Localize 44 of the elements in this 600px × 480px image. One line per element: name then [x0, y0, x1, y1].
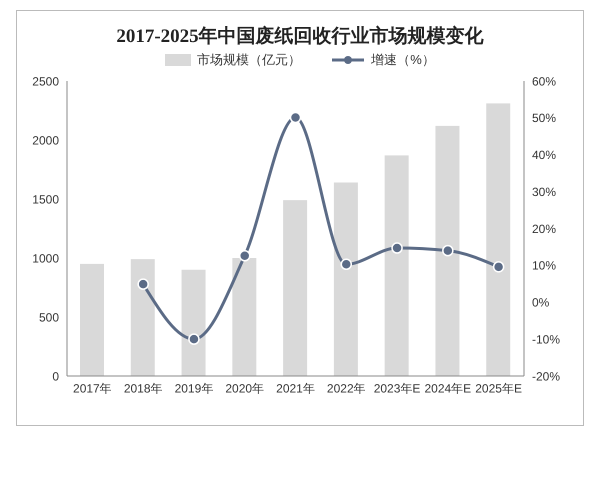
y2-tick-label: 20%	[532, 222, 556, 236]
x-tick-label: 2023年E	[374, 382, 420, 396]
bar	[384, 155, 409, 376]
bar	[232, 258, 256, 376]
x-tick-label: 2017年	[73, 382, 112, 396]
y-tick-label: 2000	[32, 133, 60, 148]
y2-tick-label: 50%	[532, 111, 556, 126]
y-tick-label: 2500	[32, 74, 60, 88]
y2-tick-label: 60%	[532, 74, 556, 88]
x-tick-label: 2022年	[326, 382, 366, 396]
point	[391, 242, 403, 254]
y-tick-label: 1500	[32, 192, 60, 206]
y-tick-label: 1000	[32, 251, 60, 266]
x-tick-label: 2019年	[174, 382, 214, 396]
y2-tick-label: 10%	[532, 258, 556, 273]
bar	[334, 182, 358, 376]
y2-tick-label: 40%	[532, 148, 556, 162]
point	[340, 258, 352, 270]
bar	[486, 103, 510, 376]
y-tick-label: 500	[38, 310, 60, 324]
bar	[130, 259, 155, 376]
point	[137, 278, 149, 290]
x-tick-label: 2021年	[276, 382, 315, 396]
x-tick-label: 2018年	[124, 382, 163, 396]
bar	[182, 270, 206, 376]
bar	[283, 200, 308, 376]
x-tick-label: 2024年E	[424, 382, 472, 396]
x-tick-label: 2020年	[225, 382, 264, 396]
point	[290, 112, 302, 124]
y2-tick-label: 0%	[532, 296, 550, 310]
x-tick-label: 2025年E	[475, 382, 522, 396]
y2-tick-label: -10%	[532, 332, 560, 346]
bar	[435, 126, 460, 376]
bar	[80, 264, 104, 376]
chart-title: 2017-2025年中国废纸回收行业市场规模变化	[115, 24, 485, 49]
point	[492, 261, 504, 273]
legend-label: 市场规模（亿元）	[197, 51, 302, 69]
y-tick-label: 0	[52, 369, 60, 384]
y2-tick-label: 30%	[532, 184, 556, 199]
legend-label: 增速（%）	[371, 51, 435, 69]
point	[188, 333, 200, 345]
point	[442, 244, 454, 256]
point	[238, 250, 250, 262]
y2-tick-label: -20%	[532, 369, 560, 384]
